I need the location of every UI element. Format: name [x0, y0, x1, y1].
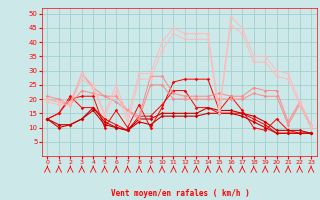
- Text: Vent moyen/en rafales ( km/h ): Vent moyen/en rafales ( km/h ): [111, 189, 250, 198]
